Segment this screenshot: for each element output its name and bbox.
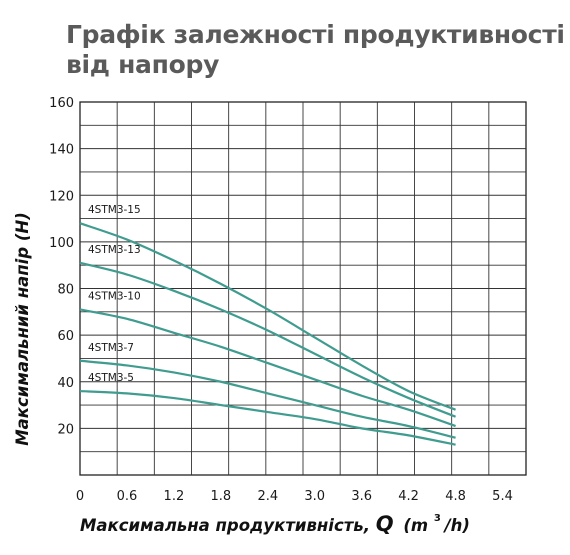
- y-axis-ticks: 20 40 60 80 100 120 140 160: [49, 96, 74, 437]
- y-tick-label: 60: [57, 329, 74, 344]
- chart-grid: [79, 101, 527, 476]
- chart-series-labels: 4STM3-15 4STM3-13 4STM3-10 4STM3-7 4STM3-5: [88, 204, 141, 384]
- y-tick-label: 160: [49, 96, 74, 111]
- chart-title: Графік залежності продуктивності від нап…: [66, 20, 565, 79]
- y-tick-label: 40: [57, 376, 74, 391]
- y-axis-title: Максимальний напір (Н): [13, 212, 32, 446]
- series-label: 4STM3-10: [88, 290, 141, 302]
- x-axis-ticks: 0 0.6 1.2 1.8 2.4 3.0 3.6 4.2 4.8 5.4: [76, 489, 513, 504]
- series-line-4stm3-7: [79, 359, 456, 439]
- series-line-4stm3-5: [79, 389, 456, 446]
- y-tick-label: 140: [49, 143, 74, 158]
- series-label: 4STM3-15: [88, 204, 141, 216]
- x-axis-title-text: Максимальна продуктивність,: [80, 516, 370, 535]
- x-axis-unit-prefix: (m: [403, 516, 428, 535]
- x-tick-label: 3.6: [351, 489, 372, 504]
- x-axis-symbol: Q: [376, 512, 394, 536]
- series-label: 4STM3-5: [88, 372, 134, 384]
- x-tick-label: 0.6: [117, 489, 138, 504]
- series-label: 4STM3-7: [88, 342, 134, 354]
- y-tick-label: 20: [57, 422, 74, 437]
- x-tick-label: 5.4: [492, 489, 513, 504]
- chart-curves: [79, 222, 456, 446]
- x-tick-label: 1.8: [210, 489, 231, 504]
- x-axis-unit-suffix: /h): [443, 516, 470, 535]
- series-line-4stm3-13: [79, 261, 456, 418]
- y-tick-label: 100: [49, 236, 74, 251]
- x-tick-label: 4.2: [398, 489, 419, 504]
- y-tick-label: 80: [57, 283, 74, 298]
- series-line-4stm3-10: [79, 308, 456, 428]
- x-tick-label: 4.8: [445, 489, 466, 504]
- x-tick-label: 0: [76, 489, 84, 504]
- y-tick-label: 120: [49, 189, 74, 204]
- x-tick-label: 3.0: [304, 489, 325, 504]
- x-tick-label: 2.4: [257, 489, 278, 504]
- x-axis-title: Максимальна продуктивність, Q (m 3 /h): [80, 506, 470, 536]
- x-axis-unit-sup: 3: [434, 513, 441, 524]
- series-label: 4STM3-13: [88, 244, 141, 256]
- x-tick-label: 1.2: [164, 489, 185, 504]
- series-line-4stm3-15: [79, 222, 456, 411]
